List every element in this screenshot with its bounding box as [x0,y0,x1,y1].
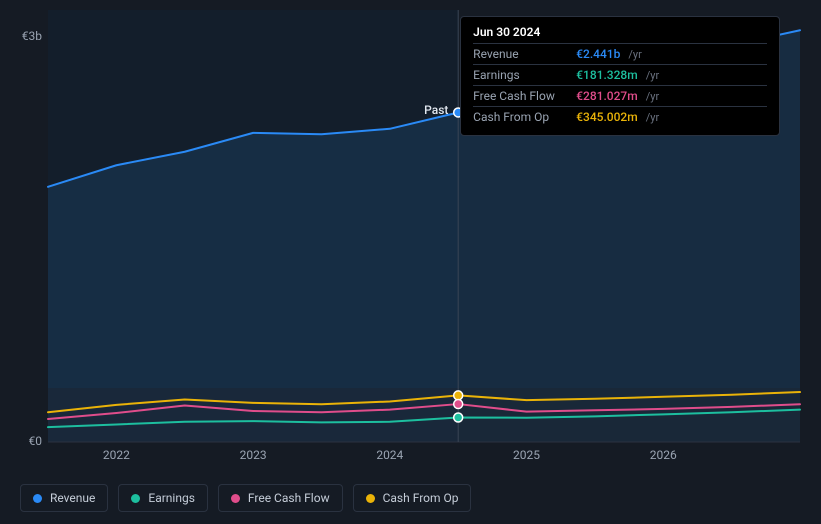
x-axis-label: 2025 [513,448,540,462]
tooltip-row-label: Cash From Op [473,110,568,124]
past-label: Past [424,103,448,117]
legend-swatch [231,494,240,503]
tooltip-row: Revenue €2.441b/yr [473,43,767,64]
tooltip-row-unit: /yr [646,111,659,124]
chart-legend: Revenue Earnings Free Cash Flow Cash From O… [20,484,471,512]
legend-swatch [131,494,140,503]
legend-swatch [366,494,375,503]
legend-label: Cash From Op [383,491,459,505]
legend-label: Revenue [50,491,95,505]
x-axis-label: 2022 [103,448,130,462]
legend-item-revenue[interactable]: Revenue [20,484,108,512]
legend-swatch [33,494,42,503]
legend-label: Free Cash Flow [248,491,330,505]
tooltip-row-unit: /yr [628,48,641,61]
tooltip-row-label: Free Cash Flow [473,89,568,103]
tooltip-row: Earnings €181.328m/yr [473,64,767,85]
legend-item-free-cash-flow[interactable]: Free Cash Flow [218,484,343,512]
legend-item-earnings[interactable]: Earnings [118,484,208,512]
x-axis-label: 2023 [240,448,267,462]
tooltip-row-value: €181.328m [576,68,638,82]
tooltip-row: Free Cash Flow €281.027m/yr [473,85,767,106]
tooltip-row-value: €345.002m [576,110,638,124]
x-axis-label: 2024 [376,448,403,462]
tooltip-date: Jun 30 2024 [473,25,767,43]
y-axis-label: €3b [0,29,42,43]
revenue-forecast-chart: Jun 30 2024 Revenue €2.441b/yr Earnings €18… [0,0,821,524]
tooltip-row-value: €281.027m [576,89,638,103]
legend-item-cash-from-op[interactable]: Cash From Op [353,484,472,512]
y-axis-label: €0 [0,434,42,448]
tooltip-row-unit: /yr [646,90,659,103]
tooltip-row-unit: /yr [646,69,659,82]
tooltip-row-value: €2.441b [576,47,620,61]
tooltip-row: Cash From Op €345.002m/yr [473,106,767,127]
chart-tooltip: Jun 30 2024 Revenue €2.441b/yr Earnings €18… [460,16,780,136]
x-axis-label: 2026 [650,448,677,462]
tooltip-row-label: Earnings [473,68,568,82]
legend-label: Earnings [148,491,195,505]
tooltip-row-label: Revenue [473,47,568,61]
